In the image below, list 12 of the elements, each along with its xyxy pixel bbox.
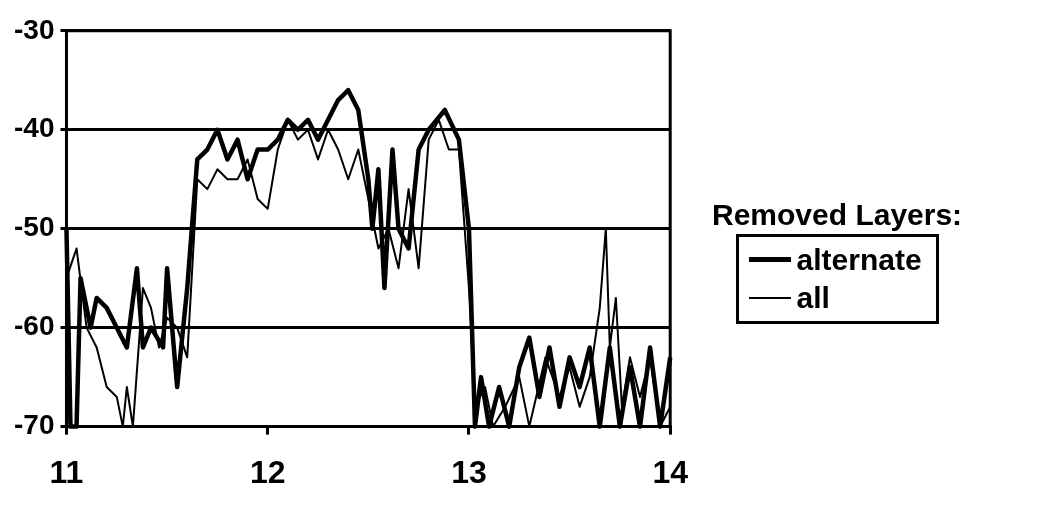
legend-label: alternate <box>796 241 922 278</box>
y-tick-label: -30 <box>14 13 55 45</box>
legend-title: Removed Layers: <box>712 197 963 232</box>
legend-label: all <box>796 279 830 316</box>
x-tick-label: 11 <box>49 453 84 490</box>
y-tick-label: -60 <box>14 310 55 342</box>
y-tick-label: -40 <box>14 112 55 144</box>
x-tick-label: 12 <box>249 453 286 490</box>
y-tick-label: -50 <box>14 211 55 243</box>
y-tick-label: -70 <box>14 409 55 441</box>
x-tick-label: 13 <box>451 453 487 490</box>
x-tick-label: 14 <box>652 453 689 490</box>
